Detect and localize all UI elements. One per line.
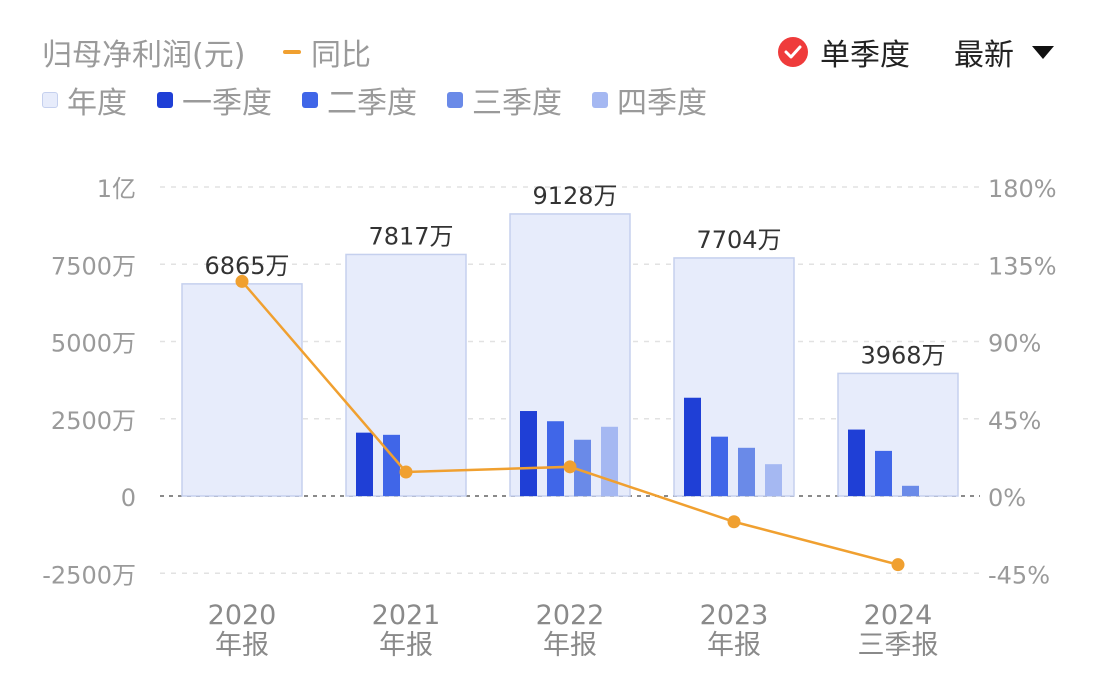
legend-item-annual[interactable]: 年度 (42, 78, 127, 122)
yoy-legend: 同比 (283, 30, 371, 74)
yoy-point (891, 558, 905, 572)
annual-data-label: 3968万 (860, 341, 945, 369)
legend-item-q3[interactable]: 三季度 (447, 78, 562, 122)
right-tick-label: 45% (988, 407, 1041, 435)
left-tick-label: 0 (121, 484, 136, 512)
period-label: 最新 (954, 38, 1014, 73)
x-tick-label: 三季报 (858, 630, 939, 661)
legend-item-q1[interactable]: 一季度 (157, 78, 272, 122)
annual-bar (181, 283, 303, 497)
legend-swatch (157, 92, 173, 108)
quarter-bar (711, 436, 728, 496)
x-tick-label: 2024 (864, 600, 933, 631)
quarter-bar (902, 485, 919, 496)
quarter-bar (601, 426, 618, 496)
legend-item-q4[interactable]: 四季度 (592, 78, 707, 122)
annual-data-label: 6865万 (204, 252, 289, 280)
quarter-bar (875, 450, 892, 496)
annual-data-label: 7817万 (368, 222, 453, 250)
x-tick-label: 2021 (372, 600, 441, 631)
annual-data-label: 9128万 (532, 182, 617, 210)
x-tick-label: 年报 (215, 630, 269, 661)
yoy-point (727, 515, 741, 529)
legend-item-q2[interactable]: 二季度 (302, 78, 417, 122)
left-tick-label: 5000万 (51, 330, 136, 358)
annual-data-label: 7704万 (696, 226, 781, 254)
period-dropdown[interactable]: 最新 (954, 30, 1054, 74)
legend-swatch (592, 92, 608, 108)
quarter-bar (383, 434, 400, 496)
legend-swatch (42, 92, 58, 108)
right-tick-label: 180% (988, 175, 1057, 203)
legend-label: 年度 (67, 86, 127, 121)
x-tick-label: 2022 (536, 600, 605, 631)
x-tick-label: 年报 (707, 630, 761, 661)
quarter-bar (520, 411, 537, 496)
legend-label: 一季度 (182, 86, 272, 121)
single-quarter-label: 单季度 (820, 38, 910, 73)
yoy-point (563, 460, 577, 474)
yoy-point (235, 274, 249, 288)
quarter-bar (574, 439, 591, 496)
quarter-bar (356, 432, 373, 496)
series-legend: 年度 一季度 二季度 三季度 四季度 (42, 78, 737, 122)
legend-label: 四季度 (617, 86, 707, 121)
legend-swatch (302, 92, 318, 108)
quarter-bar (684, 397, 701, 496)
legend-swatch (447, 92, 463, 108)
single-quarter-toggle[interactable]: 单季度 (778, 30, 910, 74)
yoy-point (399, 465, 413, 479)
quarter-bar (848, 429, 865, 496)
chart-title: 归母净利润(元) (42, 38, 246, 73)
right-tick-label: 90% (988, 330, 1041, 358)
legend-label: 三季度 (472, 86, 562, 121)
left-tick-label: 2500万 (51, 407, 136, 435)
yoy-legend-label: 同比 (311, 38, 371, 73)
x-tick-label: 年报 (379, 630, 433, 661)
legend-label: 二季度 (327, 86, 417, 121)
x-tick-label: 2020 (208, 600, 277, 631)
check-icon (778, 37, 808, 67)
dropdown-triangle-icon (1032, 45, 1054, 59)
line-legend-icon (283, 50, 301, 54)
left-tick-label: 7500万 (51, 252, 136, 280)
quarter-bar (765, 464, 782, 496)
left-tick-label: -2500万 (42, 561, 136, 589)
x-tick-label: 2023 (700, 600, 769, 631)
x-tick-label: 年报 (543, 630, 597, 661)
left-tick-label: 1亿 (97, 175, 136, 203)
right-tick-label: 0% (988, 484, 1026, 512)
quarter-bar (547, 421, 564, 496)
quarter-bar (738, 447, 755, 496)
right-tick-label: -45% (988, 561, 1050, 589)
right-tick-label: 135% (988, 252, 1057, 280)
